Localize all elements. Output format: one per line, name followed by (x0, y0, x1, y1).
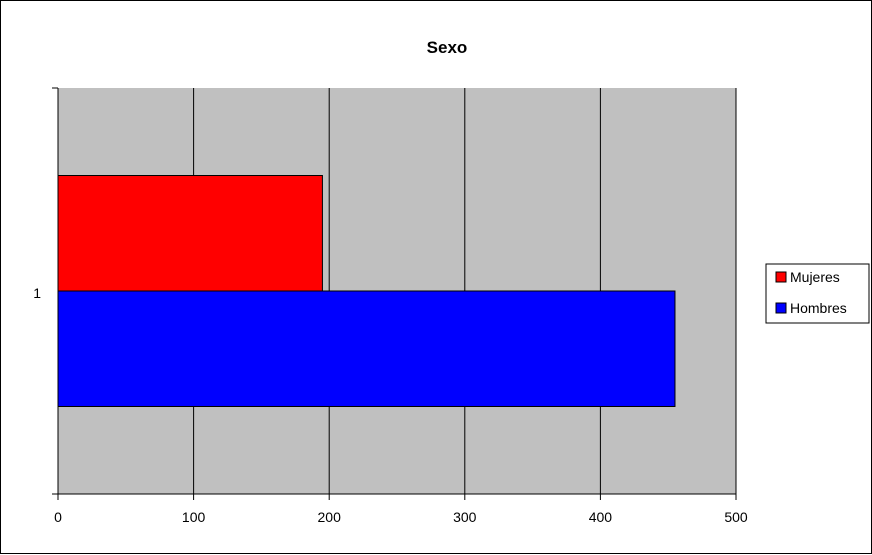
x-tick-label-400: 400 (589, 509, 613, 525)
x-tick-label-300: 300 (453, 509, 477, 525)
bar-mujeres-1 (57, 175, 323, 292)
y-tick-label: 1 (33, 285, 41, 301)
x-tick-label-0: 0 (54, 509, 62, 525)
legend: Mujeres Hombres (765, 263, 870, 324)
x-axis-tick-labels: 0 100 200 300 400 500 (54, 509, 748, 525)
x-tick-label-200: 200 (318, 509, 342, 525)
x-tick-label-100: 100 (182, 509, 206, 525)
legend-swatch-hombres (775, 302, 787, 314)
x-tick-label-500: 500 (724, 509, 748, 525)
bar-hombres-1 (57, 290, 676, 407)
y-axis-ticks (52, 87, 58, 495)
chart-title: Sexo (427, 38, 468, 57)
legend-label-hombres: Hombres (790, 300, 847, 316)
legend-swatch-mujeres (775, 271, 787, 283)
x-axis-ticks (57, 494, 737, 500)
legend-label-mujeres: Mujeres (790, 269, 840, 285)
bars (57, 175, 676, 407)
